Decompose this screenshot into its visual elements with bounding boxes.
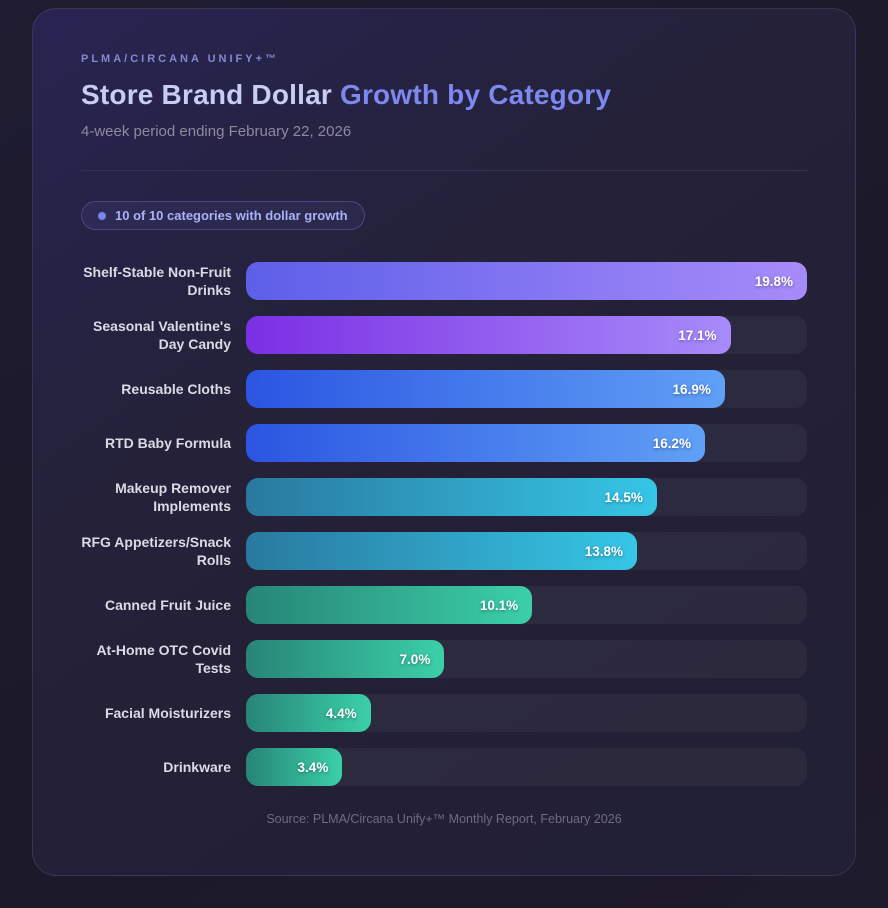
bar-fill: 16.9% xyxy=(246,370,725,408)
bar-track: 16.2% xyxy=(246,424,807,462)
bar-row: Facial Moisturizers 4.4% xyxy=(81,694,807,732)
page-title: Store Brand Dollar Growth by Category xyxy=(81,79,807,111)
bar-value: 13.8% xyxy=(584,543,623,559)
bar-chart: Shelf-Stable Non-Fruit Drinks 19.8% Seas… xyxy=(81,262,807,786)
bar-fill: 16.2% xyxy=(246,424,705,462)
bar-value: 19.8% xyxy=(754,273,793,289)
brand-eyebrow: PLMA/CIRCANA UNIFY+™ xyxy=(81,53,280,65)
bar-track: 19.8% xyxy=(246,262,807,300)
bar-label: Seasonal Valentine's Day Candy xyxy=(93,317,231,352)
bar-row: Shelf-Stable Non-Fruit Drinks 19.8% xyxy=(81,262,807,300)
bar-track: 17.1% xyxy=(246,316,807,354)
bar-fill: 10.1% xyxy=(246,586,533,624)
chart-card: PLMA/CIRCANA UNIFY+™ Store Brand Dollar … xyxy=(32,8,856,876)
bar-row: RFG Appetizers/Snack Rolls 13.8% xyxy=(81,532,807,570)
bar-track: 14.5% xyxy=(246,478,807,516)
bar-value: 16.9% xyxy=(672,381,711,397)
bar-fill: 7.0% xyxy=(246,640,445,678)
bar-fill: 19.8% xyxy=(246,262,807,300)
bar-label: Shelf-Stable Non-Fruit Drinks xyxy=(83,263,231,298)
bar-row: Makeup Remover Implements 14.5% xyxy=(81,478,807,516)
bar-value: 16.2% xyxy=(652,435,691,451)
bar-track: 16.9% xyxy=(246,370,807,408)
bar-row: Reusable Cloths 16.9% xyxy=(81,370,807,408)
bar-value: 14.5% xyxy=(604,489,643,505)
title-accent: Growth by Category xyxy=(339,79,612,110)
bar-fill: 4.4% xyxy=(246,694,371,732)
bar-row: Seasonal Valentine's Day Candy 17.1% xyxy=(81,316,807,354)
bar-value: 7.0% xyxy=(399,651,431,667)
bar-row: Drinkware 3.4% xyxy=(81,748,807,786)
growth-count-badge: 10 of 10 categories with dollar growth xyxy=(81,201,365,230)
bar-value: 3.4% xyxy=(297,759,329,775)
bar-row: RTD Baby Formula 16.2% xyxy=(81,424,807,462)
bar-value: 4.4% xyxy=(325,705,357,721)
period-subtitle: 4-week period ending February 22, 2026 xyxy=(81,123,352,140)
bar-label: RFG Appetizers/Snack Rolls xyxy=(81,533,231,568)
bar-fill: 13.8% xyxy=(246,532,637,570)
bar-label: At-Home OTC Covid Tests xyxy=(96,641,231,676)
bar-value: 17.1% xyxy=(678,327,717,343)
bar-row: Canned Fruit Juice 10.1% xyxy=(81,586,807,624)
bar-track: 13.8% xyxy=(246,532,807,570)
bar-label: Canned Fruit Juice xyxy=(104,596,231,613)
bar-track: 4.4% xyxy=(246,694,807,732)
bar-label: Makeup Remover Implements xyxy=(115,479,231,514)
source-note: Source: PLMA/Circana Unify+™ Monthly Rep… xyxy=(266,812,622,826)
bar-label: Facial Moisturizers xyxy=(104,704,231,721)
title-primary: Store Brand Dollar xyxy=(81,79,332,110)
badge-label: 10 of 10 categories with dollar growth xyxy=(115,208,348,223)
bar-track: 10.1% xyxy=(246,586,807,624)
badge-dot-icon xyxy=(98,211,106,220)
bar-row: At-Home OTC Covid Tests 7.0% xyxy=(81,640,807,678)
divider xyxy=(81,170,807,171)
bar-value: 10.1% xyxy=(479,597,519,613)
bar-fill: 17.1% xyxy=(246,316,731,354)
bar-fill: 14.5% xyxy=(246,478,657,516)
bar-track: 7.0% xyxy=(246,640,807,678)
bar-label: Drinkware xyxy=(163,758,231,775)
bar-track: 3.4% xyxy=(246,748,807,786)
bar-label: Reusable Cloths xyxy=(121,380,231,397)
bar-fill: 3.4% xyxy=(246,748,343,786)
bar-label: RTD Baby Formula xyxy=(104,434,231,451)
